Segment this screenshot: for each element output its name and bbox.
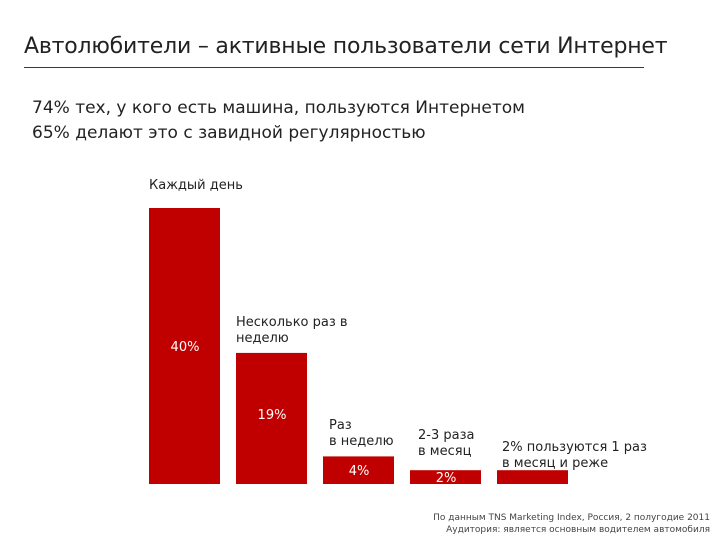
page-title: Автолюбители – активные пользователи сет… <box>24 34 668 59</box>
value-label-1: 40% <box>170 340 200 356</box>
value-label-2: 19% <box>257 407 287 423</box>
summary-line-1: 74% тех, у кого есть машина, пользуются … <box>32 98 525 118</box>
summary-line-2: 65% делают это с завидной регулярностью <box>32 123 426 143</box>
bar-4 <box>410 470 481 484</box>
category-label-line: 2-3 раза <box>418 428 475 443</box>
bar-1 <box>149 208 220 484</box>
category-label-line: в месяц и реже <box>502 456 609 471</box>
category-label-2: Несколько раз в неделю <box>236 315 348 347</box>
footnote-audience: Аудитория: является основным водителем а… <box>446 525 710 535</box>
category-label-5: 2% пользуются 1 раз в месяц и реже <box>502 440 647 472</box>
bar-3 <box>323 456 394 484</box>
bar-2 <box>236 352 307 484</box>
category-label-3: Раз в неделю <box>329 418 394 450</box>
value-label-4: 2% <box>435 470 457 486</box>
category-label-4: 2-3 раза в месяц <box>418 428 474 460</box>
category-label-line: Несколько раз в <box>236 315 348 330</box>
title-divider <box>24 67 644 68</box>
bar-5 <box>497 470 568 484</box>
category-label-line: Каждый день <box>149 178 243 193</box>
category-label-line: неделю <box>236 331 289 346</box>
category-label-line: Раз <box>329 418 352 433</box>
value-label-3: 4% <box>348 463 370 479</box>
category-label-line: в неделю <box>329 434 394 449</box>
category-label-line: в месяц <box>418 444 472 459</box>
category-label-line: 2% пользуются 1 раз <box>502 440 647 455</box>
category-label-1: Каждый день <box>149 178 243 194</box>
footnote-source: По данным TNS Marketing Index, Россия, 2… <box>433 513 710 523</box>
